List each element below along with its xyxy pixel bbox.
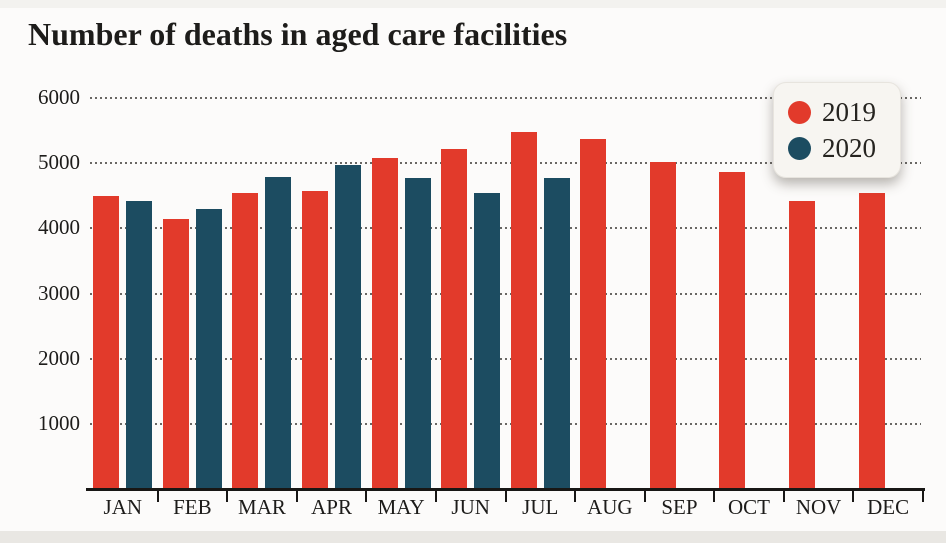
- x-axis-label-apr: APR: [311, 495, 352, 519]
- x-axis-label-nov: NOV: [795, 495, 842, 519]
- bar-2019-nov: [789, 201, 816, 488]
- bar-2019-jun: [441, 148, 468, 488]
- month-group-mar: [227, 97, 297, 488]
- bar-2020-apr: [335, 164, 362, 488]
- month-group-jan: [88, 97, 158, 488]
- bar-2020-may: [404, 178, 431, 488]
- axis-tick: [922, 490, 924, 502]
- legend-row-2019: 2019: [788, 96, 900, 127]
- axis-tick: [434, 490, 437, 502]
- legend-swatch-2020: [788, 136, 811, 160]
- axis-tick: [852, 490, 855, 502]
- y-axis-label: 3000: [38, 280, 80, 305]
- month-group-apr: [297, 97, 367, 488]
- bar-2020-jun: [474, 193, 501, 488]
- bar-2020-feb: [195, 209, 222, 488]
- month-group-aug: [575, 97, 645, 488]
- month-group-sep: [645, 97, 715, 488]
- bar-2019-oct: [719, 171, 746, 488]
- x-axis-label-jul: JUL: [522, 495, 559, 519]
- top-strip: [0, 0, 946, 8]
- x-axis-label-sep: SEP: [661, 495, 698, 519]
- x-axis-label-oct: OCT: [727, 495, 770, 519]
- axis-tick: [782, 490, 785, 502]
- month-group-jun: [436, 97, 506, 488]
- axis-tick: [643, 490, 646, 502]
- x-axis-label-mar: MAR: [238, 495, 286, 519]
- bar-2020-mar: [265, 177, 292, 488]
- axis-tick: [156, 490, 159, 502]
- axis-tick: [713, 490, 716, 502]
- month-group-feb: [158, 97, 228, 488]
- legend-swatch-2019: [788, 100, 811, 124]
- y-axis-label: 1000: [38, 410, 80, 435]
- y-axis-label: 2000: [38, 345, 80, 370]
- chart-title: Number of deaths in aged care facilities: [28, 16, 568, 52]
- gridline-3000: [90, 292, 921, 295]
- gridline-4000: [90, 227, 921, 230]
- legend-row-2020: 2020: [788, 132, 900, 163]
- bar-2019-sep: [649, 162, 676, 488]
- month-group-may: [366, 97, 436, 488]
- gridline-5000: [90, 162, 921, 165]
- bar-2019-aug: [580, 139, 607, 488]
- y-axis-label: 5000: [38, 150, 80, 175]
- x-axis-label-feb: FEB: [173, 495, 212, 519]
- bar-2019-may: [371, 158, 398, 488]
- x-axis-line: [86, 488, 925, 491]
- gridline-2000: [90, 357, 921, 360]
- axis-tick: [574, 490, 577, 502]
- axis-tick: [504, 490, 507, 502]
- month-group-jul: [505, 97, 575, 488]
- x-axis-label-may: MAY: [377, 495, 425, 519]
- legend: 2019 2020: [773, 82, 901, 178]
- month-group-nov: [784, 97, 854, 488]
- bar-2019-apr: [302, 190, 329, 488]
- bar-2019-feb: [162, 218, 189, 488]
- legend-label-2020: 2020: [822, 132, 876, 163]
- x-axis-label-jun: JUN: [451, 495, 490, 519]
- month-group-dec: [853, 97, 923, 488]
- bar-2019-jan: [93, 196, 120, 488]
- bar-2019-jul: [510, 131, 537, 488]
- x-axis-label-dec: DEC: [867, 495, 910, 519]
- x-axis-labels: JAN FEB MAR APR MAY JUN JUL AUG SEP OCT NOV DEC: [88, 495, 923, 520]
- bar-2020-jan: [126, 200, 153, 488]
- bar-2019-dec: [858, 193, 885, 488]
- y-axis-label: 4000: [38, 215, 80, 240]
- x-axis-label-aug: AUG: [587, 495, 633, 519]
- axis-tick: [365, 490, 368, 502]
- bars-layer: [88, 97, 923, 488]
- x-axis-label-jan: JAN: [103, 495, 143, 519]
- axis-tick: [295, 490, 298, 502]
- y-axis-label: 6000: [38, 85, 80, 109]
- bar-2019-mar: [232, 192, 259, 488]
- legend-label-2019: 2019: [822, 96, 876, 127]
- month-group-oct: [714, 97, 784, 488]
- axis-tick: [226, 490, 229, 502]
- bottom-strip: [0, 531, 946, 543]
- plot-area: [88, 97, 923, 488]
- bar-2020-jul: [543, 178, 570, 488]
- gridline-6000: [90, 97, 921, 99]
- gridline-1000: [90, 422, 921, 425]
